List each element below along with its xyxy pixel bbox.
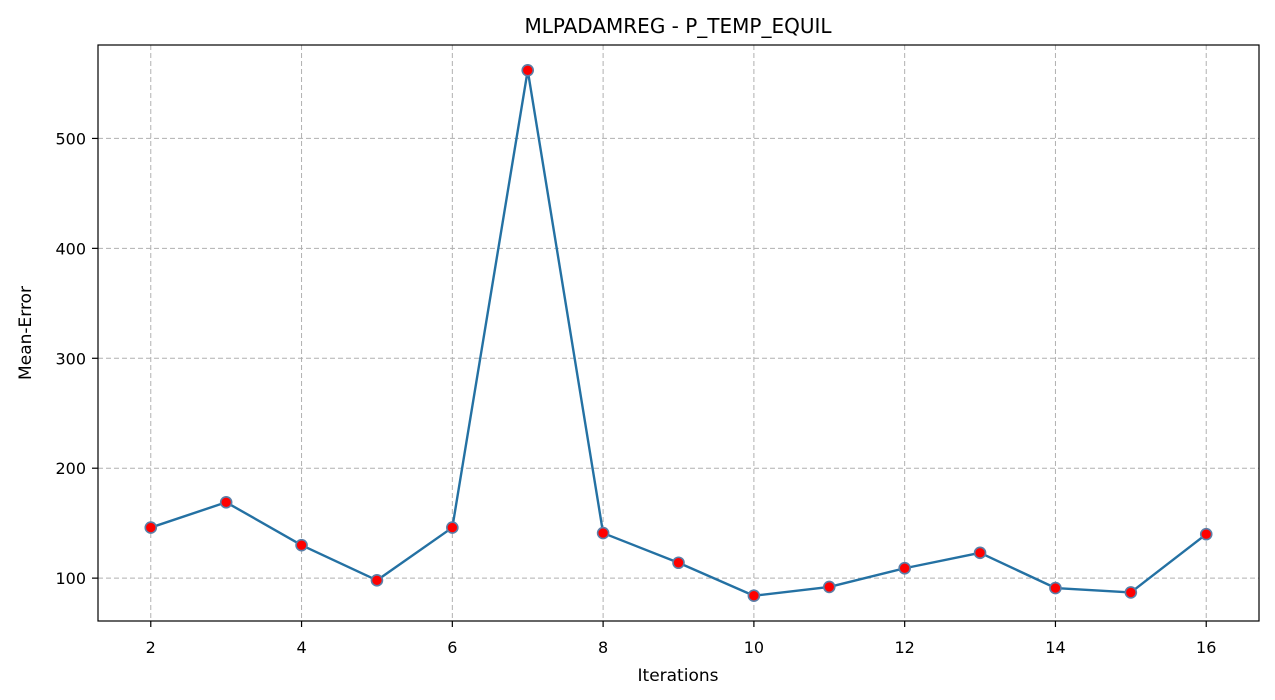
data-point [370, 574, 384, 587]
data-point [747, 589, 761, 603]
series-layer [144, 63, 1213, 603]
data-point [219, 495, 233, 509]
data-point [295, 538, 308, 552]
data-point [446, 521, 459, 534]
y-tick-label: 500 [55, 129, 86, 148]
x-tick-label: 2 [146, 638, 156, 657]
chart-title: MLPADAMREG - P_TEMP_EQUIL [524, 14, 832, 38]
grid-lines [98, 45, 1259, 621]
data-point [973, 546, 987, 560]
y-tick-label: 200 [55, 459, 86, 478]
data-point [521, 63, 535, 77]
y-tick-label: 400 [55, 239, 86, 258]
x-tick-label: 8 [598, 638, 608, 657]
x-tick-label: 6 [447, 638, 457, 657]
y-axis-label: Mean-Error [16, 286, 36, 380]
data-point [144, 521, 158, 534]
x-axis-ticks: 2 4 6 8 10 12 14 16 [146, 621, 1216, 657]
data-point [672, 556, 685, 570]
plot-frame [97, 44, 1260, 622]
x-tick-label: 12 [894, 638, 914, 657]
y-tick-label: 300 [55, 349, 86, 368]
x-axis-label: Iterations [638, 666, 719, 686]
data-point [1049, 581, 1062, 595]
series-line [150, 69, 1207, 597]
x-tick-label: 14 [1045, 638, 1065, 657]
x-tick-label: 16 [1196, 638, 1216, 657]
x-tick-label: 4 [296, 638, 306, 657]
data-point [1124, 586, 1138, 599]
data-point [898, 561, 911, 575]
x-tick-label: 10 [744, 638, 764, 657]
data-point [1199, 527, 1213, 541]
y-axis-ticks: 100 200 300 400 500 [55, 129, 98, 588]
data-point [596, 526, 610, 540]
y-tick-label: 100 [55, 569, 86, 588]
data-point [822, 580, 836, 594]
